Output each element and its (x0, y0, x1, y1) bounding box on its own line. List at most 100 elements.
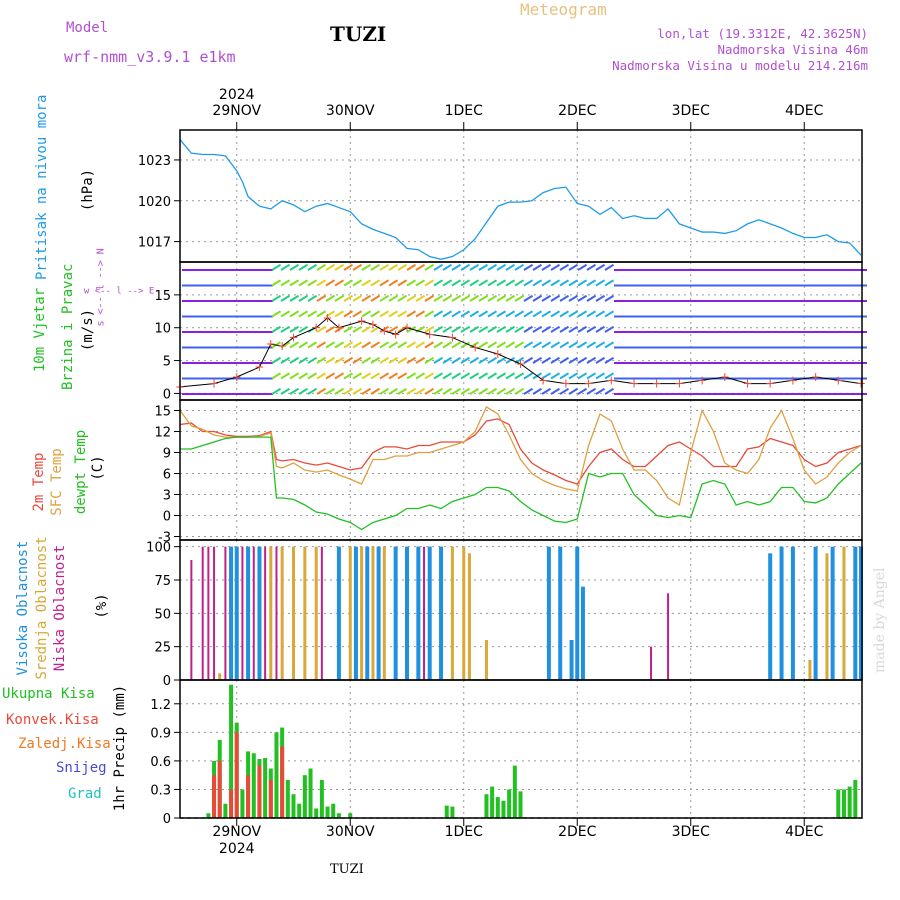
wind-barb (379, 356, 390, 364)
wind-barb (604, 356, 615, 364)
wind-barb (379, 341, 390, 349)
wind-barb (415, 263, 426, 271)
wind-barb (469, 372, 480, 380)
wind-barb (514, 387, 525, 395)
wind-barb (433, 341, 444, 349)
wind-gust-marker: + (742, 377, 752, 391)
wind-barb (505, 341, 516, 349)
wind-barb (316, 341, 327, 349)
wind-barb (496, 325, 507, 333)
wind-barb (568, 294, 579, 302)
wind-barb (361, 356, 372, 364)
precip-total-bar (331, 803, 336, 818)
wind-barb (469, 325, 480, 333)
wind-barb (523, 310, 534, 318)
mid-cloud-bar (467, 553, 471, 680)
precip-total-bar (285, 779, 290, 818)
low-cloud-bar (201, 546, 204, 680)
wind-barb (451, 356, 462, 364)
wind-barb (577, 310, 588, 318)
wind-barb (559, 310, 570, 318)
wind-barb (397, 372, 408, 380)
precip-conv-bar (229, 789, 234, 818)
wind-barb (433, 387, 444, 395)
wind-barb (559, 294, 570, 302)
wind-barb (532, 279, 543, 287)
wind-barb (460, 325, 471, 333)
wind-barb (487, 294, 498, 302)
wind-barb (550, 279, 561, 287)
precip-total-bar (518, 791, 523, 818)
wind-barb (289, 341, 300, 349)
footer-station: TUZI (330, 862, 364, 877)
precip-total-bar (319, 779, 324, 818)
wind-barb (568, 263, 579, 271)
wind-barb (406, 263, 417, 271)
wind-barb (433, 310, 444, 318)
wind-barb (550, 356, 561, 364)
wind-barb (289, 325, 300, 333)
wind-barb (406, 356, 417, 364)
high-cloud-bar (246, 546, 251, 680)
wind-barb (343, 279, 354, 287)
wind-barb (505, 279, 516, 287)
wind-barb (460, 310, 471, 318)
wind-barb (505, 356, 516, 364)
ytick-label: 5 (163, 355, 171, 370)
wind-gust-marker: + (606, 373, 616, 387)
wind-barb (406, 341, 417, 349)
precip-conv-bar (234, 732, 239, 818)
wind-barb (334, 263, 345, 271)
wind-barb (487, 356, 498, 364)
precip-conv-bar (280, 746, 285, 818)
wind-barb (478, 263, 489, 271)
high-cloud-bar (405, 546, 409, 680)
wind-barb (523, 356, 534, 364)
wind-barb (550, 263, 561, 271)
wind-barb (586, 310, 597, 318)
low-cloud-bar (213, 546, 216, 680)
high-cloud-bar (353, 546, 358, 680)
precip-total-bar (251, 753, 256, 818)
wind-barb (289, 310, 300, 318)
day-label-bottom: 3DEC (672, 824, 711, 840)
wind-barb (568, 341, 579, 349)
wind-barb (514, 310, 525, 318)
wind-barb (397, 263, 408, 271)
wind-barb (271, 356, 282, 364)
wind-barb (325, 341, 336, 349)
high-cloud-bar (558, 546, 563, 680)
wind-barb (334, 372, 345, 380)
wind-barb (577, 325, 588, 333)
ytick-label: 75 (154, 574, 171, 589)
wind-barb (415, 387, 426, 395)
mid-cloud-bar (292, 546, 295, 680)
low-cloud-bar (264, 546, 267, 680)
high-cloud-bar (768, 553, 773, 680)
wind-barb (442, 356, 453, 364)
wind-gust-marker: + (538, 373, 548, 387)
wind-barb (433, 279, 444, 287)
wind-barb (586, 325, 597, 333)
wind-barb (478, 372, 489, 380)
wind-barb (325, 279, 336, 287)
wind-barb (541, 263, 552, 271)
wind-barb (424, 372, 435, 380)
wind-barb (388, 372, 399, 380)
wind-barb (559, 279, 570, 287)
mid-cloud-bar (842, 546, 846, 680)
wind-barb (370, 294, 381, 302)
ytick-label: 0 (163, 510, 171, 525)
wind-gust-marker: + (447, 331, 457, 345)
wind-barb (424, 387, 435, 395)
wind-barb (433, 325, 444, 333)
wind-barb (451, 387, 462, 395)
wind-barb (361, 341, 372, 349)
wind-barb (370, 279, 381, 287)
wind-gust-marker: + (561, 377, 571, 391)
wind-barb (307, 310, 318, 318)
mid-cloud-bar (314, 546, 318, 680)
wind-gust-marker: + (232, 370, 242, 384)
wind-barb (595, 356, 606, 364)
wind-barb (352, 310, 363, 318)
